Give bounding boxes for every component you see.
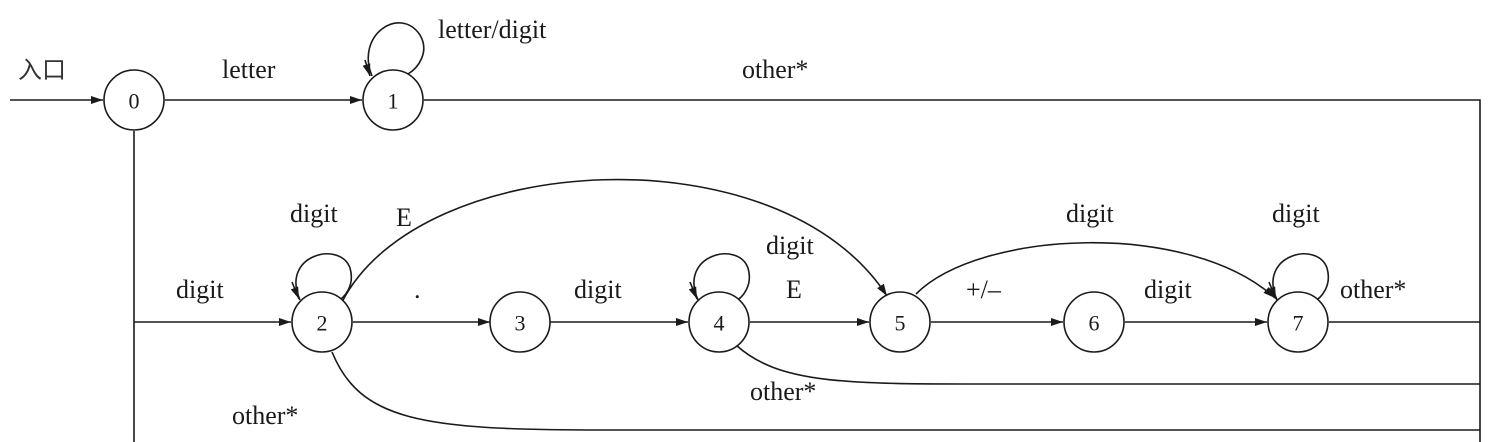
state-1: 1: [362, 69, 424, 131]
state-0: 0: [103, 69, 165, 131]
loop-1: [367, 22, 425, 77]
edge-0-1-label: letter: [222, 55, 276, 84]
edge-0-2-label: digit: [176, 275, 224, 304]
edge-2-3-label: .: [414, 275, 421, 304]
edge-2-out-label: other*: [232, 401, 298, 430]
loop-2-label: digit: [290, 199, 338, 228]
edge-4-out: [735, 344, 1480, 385]
loop-7-arrowhead: [1267, 281, 1277, 300]
edge-7-out-label: other*: [1340, 275, 1406, 304]
edge-6-7-label: digit: [1144, 275, 1192, 304]
state-5-label: 5: [895, 311, 906, 336]
state-7-label: 7: [1293, 311, 1304, 336]
loop-4-arrowhead: [688, 281, 698, 300]
state-3: 3: [489, 291, 551, 353]
edge-3-4-label: digit: [574, 275, 622, 304]
state-4: 4: [688, 291, 750, 353]
loop-7-label: digit: [1272, 199, 1320, 228]
edge-5-7-label: digit: [1066, 199, 1114, 228]
edge-2-out: [331, 351, 1480, 431]
loop-4: [693, 253, 751, 303]
edge-2-5-label: E: [396, 203, 412, 232]
loop-4-label: digit: [766, 231, 814, 260]
state-6-label: 6: [1089, 311, 1100, 336]
edge-1-out-label: other*: [742, 55, 808, 84]
loop-7: [1272, 253, 1330, 303]
state-2: 2: [291, 291, 353, 353]
state-0-label: 0: [129, 89, 140, 114]
edge-4-5-label: E: [786, 275, 802, 304]
edge-4-out-label: other*: [750, 377, 816, 406]
loop-2-arrowhead: [290, 281, 300, 300]
state-1-label: 1: [388, 89, 399, 114]
state-7: 7: [1267, 291, 1329, 353]
state-3-label: 3: [515, 311, 526, 336]
entry-label: 入口: [18, 56, 66, 84]
edge-1-out: [424, 99, 1481, 442]
state-2-label: 2: [317, 311, 328, 336]
state-4-label: 4: [714, 311, 725, 336]
state-5: 5: [869, 291, 931, 353]
edge-2-5: [341, 178, 888, 303]
edge-5-7: [915, 241, 1276, 299]
edge-5-6-label: +/–: [966, 275, 1002, 304]
loop-1-label: letter/digit: [438, 15, 547, 44]
state-6: 6: [1063, 291, 1125, 353]
loop-1-arrowhead: [362, 59, 371, 77]
